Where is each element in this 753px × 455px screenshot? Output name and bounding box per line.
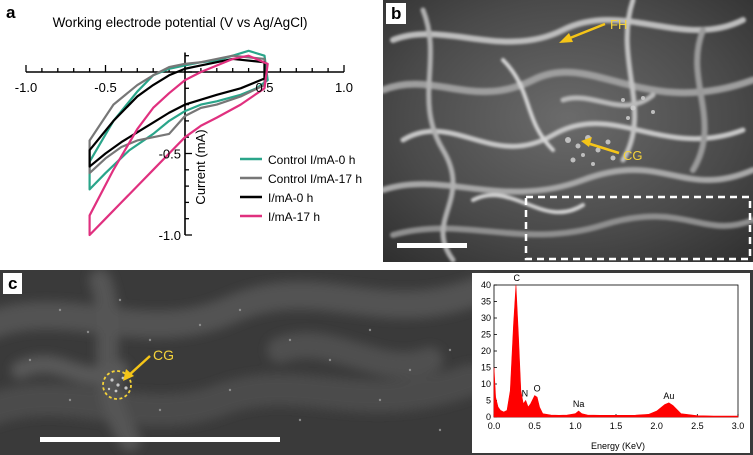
edx-peak-label-na: Na (573, 399, 585, 409)
cv-legend-label-0: Control I/mA-0 h (268, 153, 355, 167)
cv-legend-label-3: I/mA-17 h (268, 210, 320, 224)
edx-x-tick-label: 1.0 (569, 421, 582, 431)
sem-c-scale-bar (40, 437, 280, 442)
panel-c: CG c 0.0 0.5 1.0 1.5 2.0 2.5 3.0 0 5 10 15 20 25 30 35… (0, 270, 753, 455)
cv-legend-label-2: I/mA-0 h (268, 191, 313, 205)
sem-inset-dashed-box (524, 195, 752, 261)
cv-chart: Working electrode potential (V vs Ag/AgC… (15, 15, 362, 243)
cg-label-c: CG (153, 347, 174, 363)
edx-inset: 0.0 0.5 1.0 1.5 2.0 2.5 3.0 0 5 10 15 20 25 30 35 40 C N… (472, 273, 750, 453)
panel-a: a Working electrode potential (V vs Ag/A… (0, 0, 388, 260)
edx-series-group (493, 284, 739, 418)
cv-y-axis-label: Current (mA) (193, 129, 208, 204)
fh-arrow (564, 22, 606, 42)
edx-chart: 0.0 0.5 1.0 1.5 2.0 2.5 3.0 0 5 10 15 20 25 30 35 40 C N… (481, 273, 744, 451)
edx-y-tick-label: 5 (486, 396, 491, 406)
edx-spectrum-area (493, 284, 739, 418)
fh-label: FH (610, 17, 627, 32)
edx-y-tick-label: 40 (481, 280, 491, 290)
edx-peak-label-o: O (534, 384, 541, 394)
edx-x-tick-label: 2.0 (650, 421, 663, 431)
sem-scale-bar (397, 243, 467, 248)
edx-tick-labels: 0.0 0.5 1.0 1.5 2.0 2.5 3.0 0 5 10 15 20 25 30 35 40 (481, 280, 744, 431)
panel-b: FH CG b (383, 0, 753, 262)
cg-dashed-circle (102, 370, 132, 400)
cv-y-tick-label: -1.0 (159, 228, 181, 243)
edx-y-tick-label: 30 (481, 313, 491, 323)
cv-series-0 (88, 49, 269, 191)
cv-series-group (88, 49, 269, 237)
cv-series-3 (88, 54, 269, 237)
cv-tick-labels: -1.0 -0.5 0.5 1.0 -0.5 -1.0 (15, 80, 353, 243)
edx-x-tick-label: 0.0 (488, 421, 501, 431)
edx-y-tick-label: 0 (486, 412, 491, 422)
edx-peak-label-au: Au (663, 391, 674, 401)
cv-series-2 (88, 57, 266, 168)
edx-peak-labels: C N O Na Au (514, 273, 675, 409)
edx-x-tick-label: 0.5 (528, 421, 541, 431)
cv-x-tick-label: 0.5 (255, 80, 273, 95)
edx-y-tick-label: 35 (481, 297, 491, 307)
fh-arrowhead (559, 33, 573, 43)
cv-x-tick-label: -1.0 (15, 80, 37, 95)
cg-arrow-b (586, 141, 620, 155)
panel-b-letter: b (386, 3, 407, 24)
edx-x-tick-label: 2.5 (691, 421, 704, 431)
edx-x-tick-label: 1.5 (610, 421, 623, 431)
cv-legend: Control I/mA-0 h Control I/mA-17 h I/mA-0 … (240, 153, 362, 224)
edx-x-axis-label: Energy (KeV) (591, 441, 645, 451)
edx-peak-label-n: N (522, 389, 529, 399)
edx-x-tick-label: 3.0 (732, 421, 745, 431)
cg-arrowhead-c (123, 369, 134, 381)
edx-y-tick-label: 10 (481, 379, 491, 389)
edx-y-tick-label: 25 (481, 330, 491, 340)
edx-y-tick-label: 20 (481, 346, 491, 356)
cv-x-tick-label: 1.0 (335, 80, 353, 95)
panel-a-letter: a (6, 3, 16, 22)
cg-arrowhead-b (581, 137, 592, 147)
sem-image: FH CG (383, 0, 753, 262)
cg-arrow-c (127, 355, 151, 377)
cv-chart-title: Working electrode potential (V vs Ag/AgC… (53, 15, 308, 30)
cv-legend-label-1: Control I/mA-17 h (268, 172, 362, 186)
panel-c-letter: c (3, 273, 23, 294)
cv-y-tick-label: -0.5 (159, 147, 181, 162)
edx-plot-frame (493, 284, 739, 418)
cv-x-tick-label: -0.5 (94, 80, 116, 95)
edx-axes (493, 284, 739, 418)
cg-label-b: CG (623, 148, 643, 163)
edx-y-tick-label: 15 (481, 363, 491, 373)
edx-peak-label-c: C (514, 273, 521, 283)
